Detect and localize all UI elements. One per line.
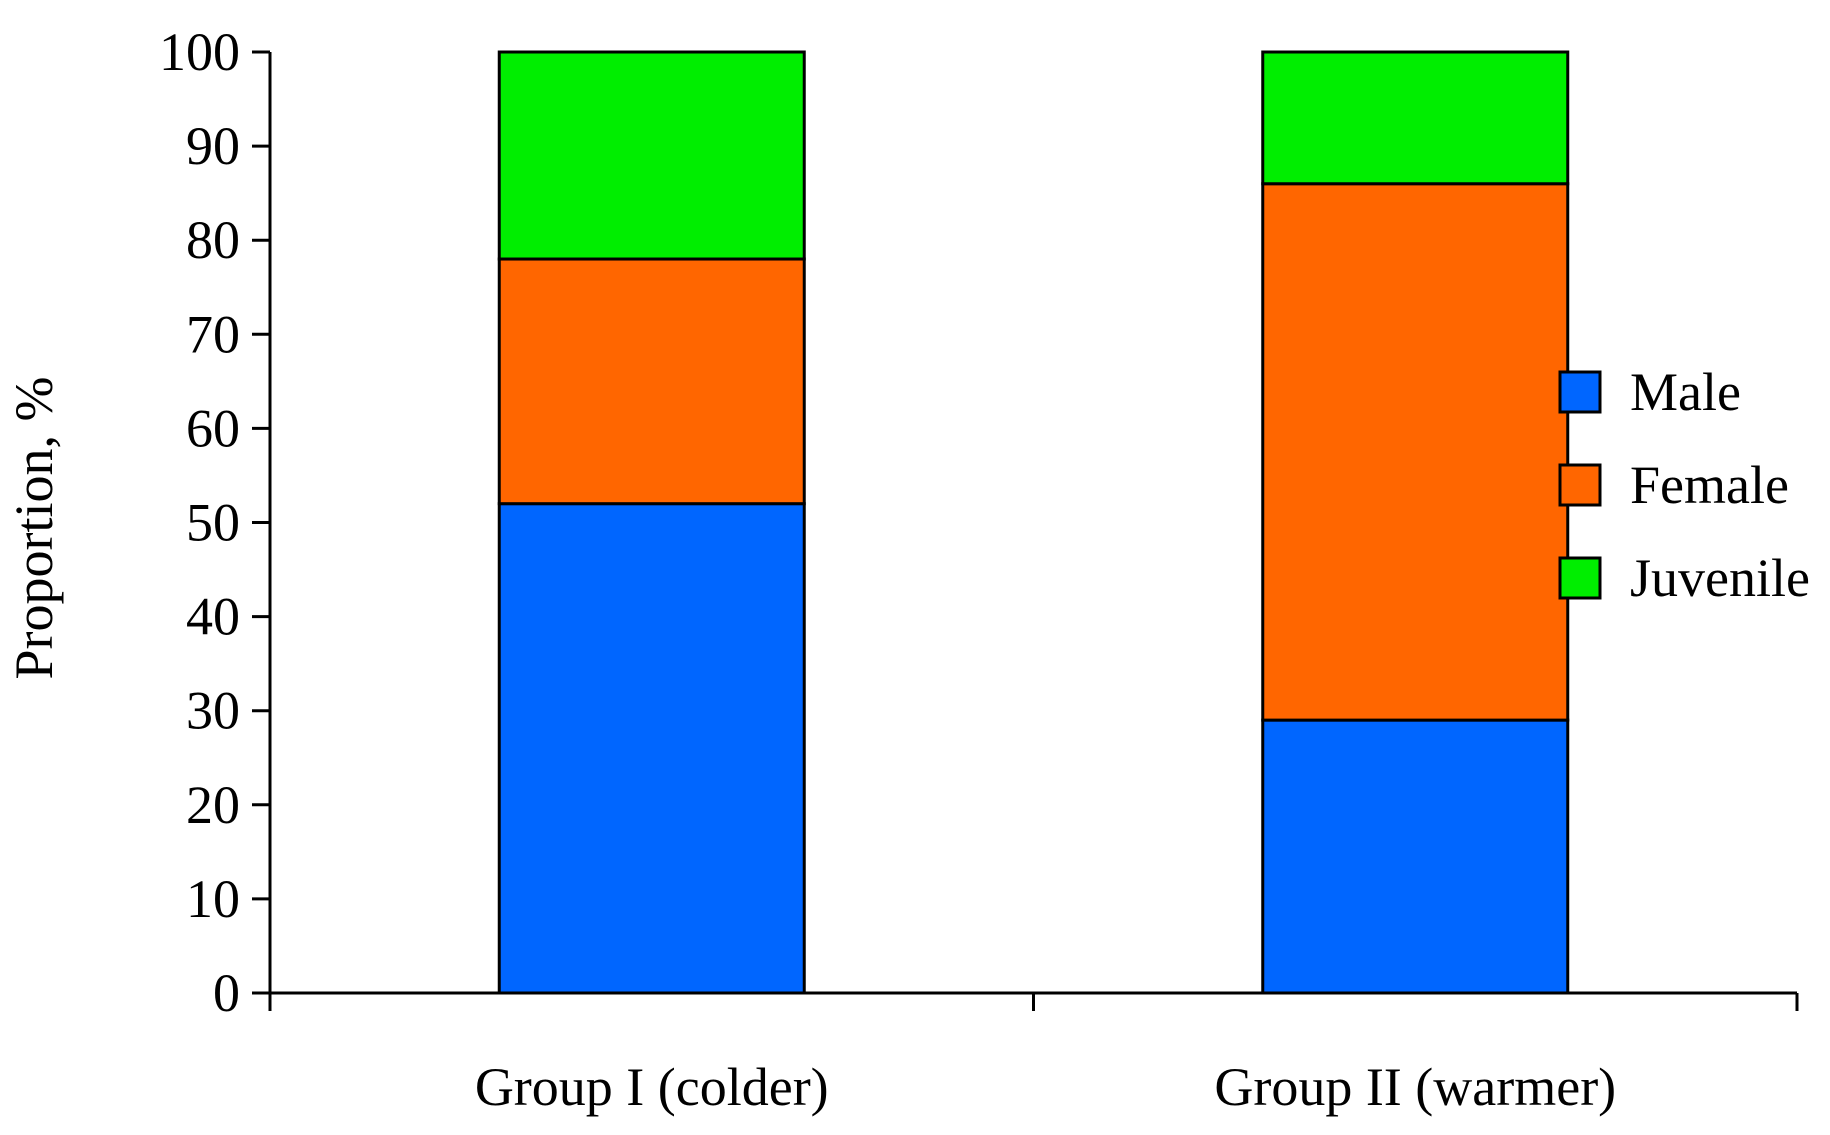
y-tick-label: 90 [186,116,240,176]
y-tick-label: 30 [186,681,240,741]
x-category-label: Group II (warmer) [1214,1057,1616,1117]
legend-swatch-male [1558,370,1602,414]
x-category-label: Group I (colder) [475,1057,829,1117]
y-tick-label: 70 [186,304,240,364]
y-axis-title: Proportion, % [4,377,64,680]
y-tick-label: 50 [186,493,240,553]
y-tick-label: 40 [186,587,240,647]
bars [497,50,1570,995]
y-tick-label: 100 [159,22,240,82]
legend: Male Female Juvenile [1558,362,1810,608]
x-axis: Group I (colder) Group II (warmer) [268,991,1799,1117]
bar-segment-male [1261,718,1570,995]
y-tick-label: 60 [186,398,240,458]
bar-segment-male [497,502,806,995]
bar-segment-juvenile [1261,50,1570,186]
y-axis: 0 10 20 30 40 50 60 70 80 90 100 [159,22,272,1023]
bar-segment-juvenile [497,50,806,261]
bar-segment-female [497,257,806,506]
y-tick-label: 10 [186,869,240,929]
legend-swatch-juvenile [1558,556,1602,600]
legend-label-male: Male [1630,362,1741,422]
bar-segment-female [1261,182,1570,722]
legend-label-juvenile: Juvenile [1630,548,1810,608]
y-tick-label: 80 [186,210,240,270]
legend-label-female: Female [1630,455,1789,515]
y-tick-label: 0 [213,963,240,1023]
legend-swatch-female [1558,463,1602,507]
y-tick-label: 20 [186,775,240,835]
